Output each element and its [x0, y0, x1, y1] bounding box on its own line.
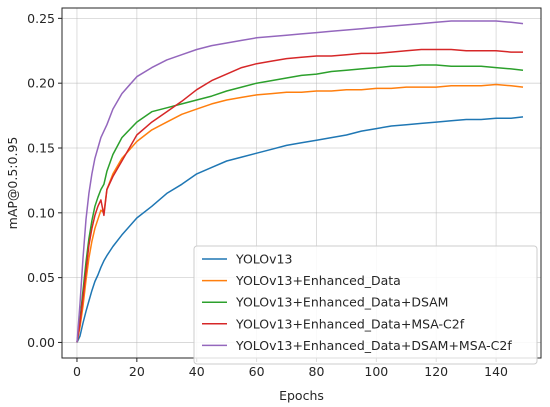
- legend-box: [193, 245, 538, 365]
- y-tick-label: 0.25: [27, 11, 55, 26]
- y-tick-label: 0.05: [27, 270, 55, 285]
- legend-label: YOLOv13: [235, 252, 292, 267]
- y-tick-label: 0.10: [27, 205, 55, 220]
- y-tick-label: 0.00: [27, 335, 55, 350]
- x-tick-label: 20: [129, 364, 145, 379]
- series-lines: [76, 20, 524, 343]
- legend: YOLOv13 YOLOv13+Enhanced_Data YOLOv13+Enha…: [193, 245, 538, 365]
- x-tick-label: 60: [249, 364, 265, 379]
- series-line-5: [76, 20, 524, 343]
- series-line-3: [76, 64, 524, 343]
- legend-label: YOLOv13+Enhanced_Data+DSAM: [235, 295, 448, 310]
- x-tick-label: 100: [364, 364, 388, 379]
- x-tick-label: 0: [73, 364, 81, 379]
- x-tick-label: 120: [424, 364, 448, 379]
- x-axis-title: Epochs: [279, 388, 324, 403]
- x-tick-label: 40: [189, 364, 205, 379]
- x-tick-label: 80: [309, 364, 325, 379]
- series-line-4: [76, 48, 523, 343]
- series-line-1: [76, 116, 524, 343]
- axis-ticks: 0 20 40 60 80 100 120 140 0.00 0.05 0.10 0.15 0.20 0.…: [27, 11, 508, 379]
- y-tick-label: 0.15: [27, 141, 55, 156]
- y-axis-title: mAP@0.5:0.95: [5, 137, 20, 230]
- legend-label: YOLOv13+Enhanced_Data+MSA-C2f: [235, 316, 465, 331]
- legend-label: YOLOv13+Enhanced_Data: [235, 273, 401, 288]
- y-tick-label: 0.20: [27, 76, 55, 91]
- x-tick-label: 140: [484, 364, 508, 379]
- series-line-2: [76, 83, 524, 343]
- legend-label: YOLOv13+Enhanced_Data+DSAM+MSA-C2f: [235, 338, 512, 353]
